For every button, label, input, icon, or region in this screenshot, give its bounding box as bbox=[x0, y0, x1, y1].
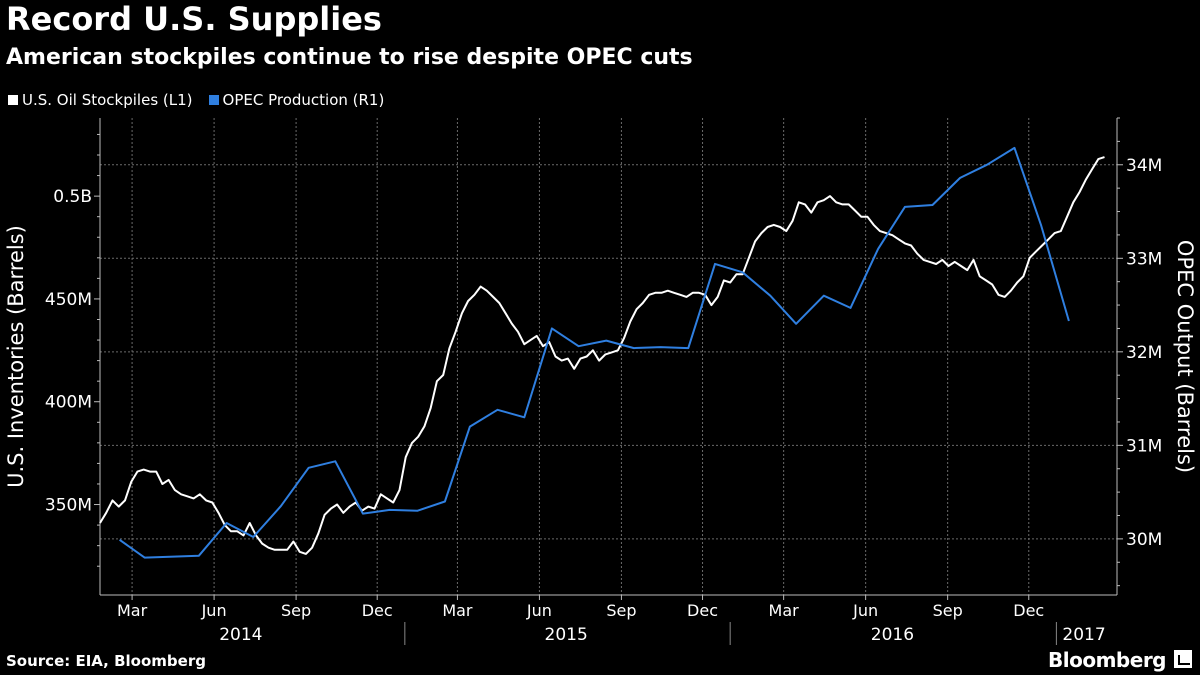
x-tick-label: Dec bbox=[1013, 601, 1044, 620]
series-line-opec-production bbox=[119, 146, 1070, 559]
legend-label-us-stockpiles: U.S. Oil Stockpiles (L1) bbox=[22, 91, 193, 109]
right-tick-label: 33M bbox=[1126, 249, 1162, 269]
left-tick-label: 0.5B bbox=[53, 187, 92, 207]
legend-label-opec-production: OPEC Production (R1) bbox=[222, 91, 385, 109]
x-tick-label: Jun bbox=[201, 601, 227, 620]
source-note: Source: EIA, Bloomberg bbox=[6, 652, 206, 670]
chart-legend: U.S. Oil Stockpiles (L1) OPEC Production… bbox=[8, 91, 384, 109]
right-tick-label: 31M bbox=[1126, 436, 1162, 456]
year-label: 2015 bbox=[545, 625, 588, 645]
legend-item-opec-production: OPEC Production (R1) bbox=[208, 91, 385, 109]
right-tick-label: 30M bbox=[1126, 530, 1162, 550]
x-tick-label: Jun bbox=[526, 601, 552, 620]
chart-title: Record U.S. Supplies bbox=[6, 0, 382, 38]
x-tick-label: Sep bbox=[933, 601, 963, 620]
x-tick-label: Sep bbox=[606, 601, 636, 620]
x-tick-label: Jun bbox=[852, 601, 878, 620]
legend-item-us-stockpiles: U.S. Oil Stockpiles (L1) bbox=[8, 91, 193, 109]
left-tick-label: 350M bbox=[45, 496, 92, 516]
x-tick-label: Sep bbox=[281, 601, 311, 620]
x-tick-label: Dec bbox=[362, 601, 393, 620]
x-tick-label: Mar bbox=[117, 601, 148, 620]
x-tick-label: Dec bbox=[687, 601, 718, 620]
right-tick-label: 32M bbox=[1126, 343, 1162, 363]
chart-subtitle: American stockpiles continue to rise des… bbox=[6, 45, 693, 70]
left-tick-label: 450M bbox=[45, 290, 92, 310]
x-tick-label: Mar bbox=[442, 601, 473, 620]
year-label: 2017 bbox=[1062, 625, 1105, 645]
left-axis-title: U.S. Inventories (Barrels) bbox=[4, 225, 28, 488]
brand-logo-icon bbox=[1174, 650, 1192, 668]
x-tick-label: Mar bbox=[769, 601, 800, 620]
series-line-us-stockpiles bbox=[99, 156, 1105, 555]
brand-wordmark: Bloomberg bbox=[1048, 648, 1166, 672]
legend-swatch-white bbox=[8, 95, 18, 105]
year-label: 2014 bbox=[219, 625, 262, 645]
right-axis-title: OPEC Output (Barrels) bbox=[1173, 240, 1197, 473]
year-label: 2016 bbox=[871, 625, 914, 645]
left-tick-label: 400M bbox=[45, 393, 92, 413]
right-tick-label: 34M bbox=[1126, 156, 1162, 176]
legend-swatch-blue bbox=[208, 95, 219, 105]
